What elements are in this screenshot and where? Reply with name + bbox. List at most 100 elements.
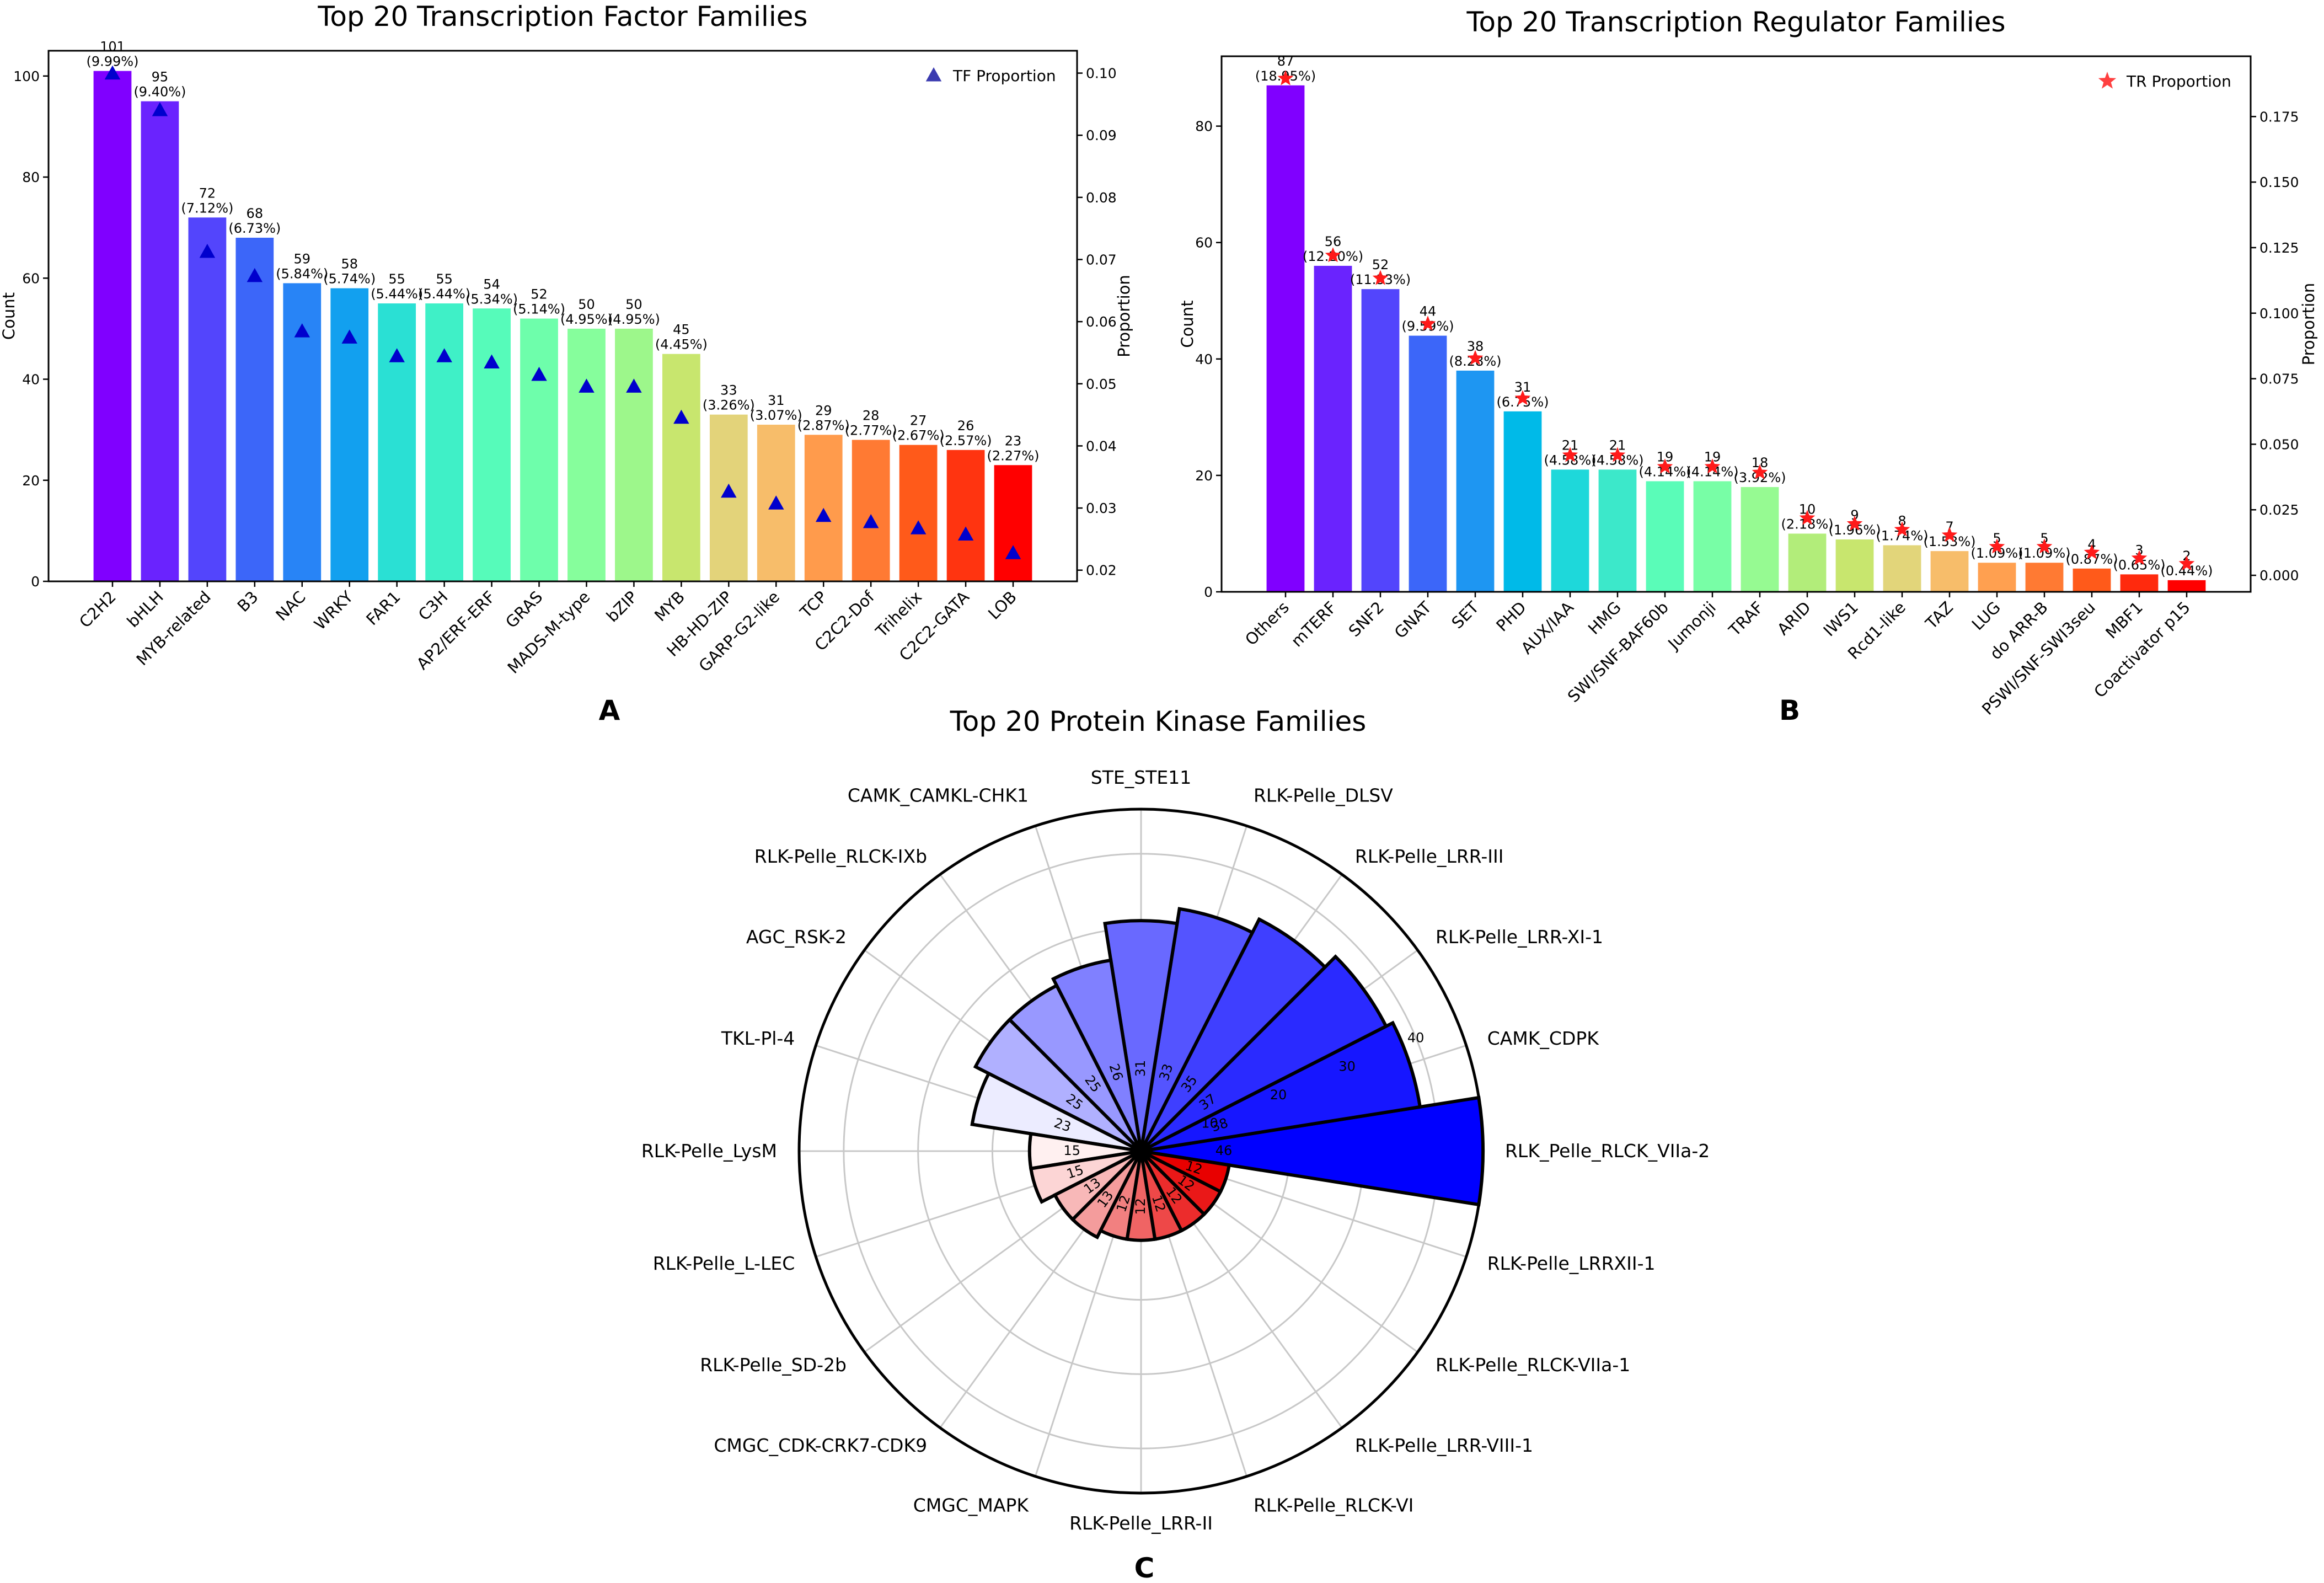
polar-category-label: STE_STE11 — [1091, 767, 1191, 788]
x-tick-label: TAZ — [1921, 598, 1957, 633]
y2-tick-label: 0.06 — [1086, 314, 1117, 330]
polar-category-label: CMGC_MAPK — [913, 1495, 1030, 1516]
proportion-marker — [626, 378, 642, 393]
x-tick-label: LUG — [1968, 598, 2004, 634]
bar-value-label: 9 — [1850, 507, 1859, 523]
bar-value-label: 5 — [2040, 531, 2048, 546]
x-tick-label: MADS-M-type — [504, 587, 594, 677]
bar — [1551, 469, 1589, 592]
bar — [662, 354, 700, 581]
x-tick-label: SET — [1448, 598, 1482, 633]
panel-letter-c: C — [1134, 1552, 1155, 1583]
polar-category-label: RLK-Pelle_LRR-XI-1 — [1436, 926, 1603, 948]
bar-percent-label: (6.73%) — [228, 221, 281, 236]
proportion-marker — [1420, 315, 1436, 331]
bar-percent-label: (5.44%) — [371, 286, 423, 302]
bar — [2073, 568, 2111, 592]
proportion-marker — [1846, 515, 1863, 531]
proportion-marker — [484, 354, 500, 368]
plot-frame — [1220, 55, 2252, 593]
bar-value-label: 50 — [625, 297, 642, 312]
y-tick-label: 60 — [22, 270, 40, 286]
polar-bar — [1139, 954, 1389, 1153]
y2-tick-label: 0.02 — [1086, 563, 1117, 579]
polar-category-label: RLK-Pelle_LRR-VIII-1 — [1355, 1435, 1533, 1456]
x-tick-label: bZIP — [603, 587, 641, 626]
polar-value-label: 46 — [1215, 1143, 1233, 1158]
bar-percent-label: (4.95%) — [608, 312, 660, 327]
polar-category-label: RLK-Pelle_DLSV — [1254, 784, 1393, 806]
radial-tick-label: 20 — [1270, 1087, 1287, 1103]
proportion-marker — [1894, 521, 1910, 537]
proportion-marker — [104, 65, 121, 80]
proportion-marker — [2178, 555, 2195, 571]
bar — [946, 450, 985, 581]
chart-title: Top 20 Protein Kinase Families — [950, 705, 1367, 737]
bar-value-label: 33 — [720, 383, 737, 398]
x-tick-label: GNAT — [1391, 598, 1435, 642]
bar — [1598, 469, 1637, 592]
bar — [1314, 265, 1352, 592]
proportion-marker — [152, 102, 168, 116]
proportion-marker — [579, 378, 595, 393]
polar-category-label: TKL-Pl-4 — [721, 1028, 795, 1049]
legend-marker — [925, 67, 942, 82]
y-tick-label: 40 — [22, 372, 40, 388]
proportion-marker — [1752, 464, 1768, 479]
bar — [1978, 563, 2016, 592]
y-tick-label: 20 — [22, 473, 40, 489]
bar — [1361, 289, 1400, 592]
polar-category-label: RLK_Pelle_RLCK_VIIa-2 — [1505, 1140, 1710, 1162]
y2-axis-label: Proportion — [2299, 283, 2318, 366]
bar — [1741, 487, 1779, 592]
bar-value-label: 95 — [152, 69, 169, 85]
polar-category-label: AGC_RSK-2 — [746, 926, 847, 948]
bar-percent-label: (4.95%) — [560, 312, 613, 327]
bar — [2120, 574, 2159, 592]
polar-outer-circle — [797, 807, 1485, 1495]
x-tick-label: PHD — [1492, 598, 1530, 635]
proportion-marker — [389, 348, 405, 362]
y-axis-label: Count — [1178, 300, 1197, 347]
y2-tick-label: 0.025 — [2259, 502, 2299, 518]
bar-percent-label: (2.67%) — [892, 428, 945, 443]
y2-tick-label: 0.04 — [1086, 438, 1117, 454]
bar-value-label: 7 — [1945, 519, 1953, 534]
x-tick-label: mTERF — [1287, 598, 1340, 651]
bar — [1930, 551, 1969, 592]
bar — [1883, 545, 1921, 592]
polar-category-label: RLK-Pelle_LysM — [641, 1140, 777, 1162]
bar-percent-label: (2.87%) — [797, 418, 850, 433]
y-tick-label: 0 — [31, 574, 40, 590]
proportion-marker — [1325, 247, 1341, 263]
polar-category-label: RLK-Pelle_RLCK-IXb — [754, 846, 927, 867]
y2-tick-label: 0.03 — [1086, 500, 1117, 516]
bar-percent-label: (5.44%) — [418, 286, 470, 302]
bar — [1646, 481, 1684, 592]
polar-bar — [973, 1017, 1143, 1153]
bar — [994, 465, 1032, 581]
x-tick-label: AUX/IAA — [1517, 598, 1577, 658]
bar-value-label: 26 — [957, 418, 974, 434]
panel-b-chart: Top 20 Transcription Regulator Families 8… — [1178, 6, 2318, 719]
bar-value-label: 52 — [531, 287, 548, 302]
bar-percent-label: (2.77%) — [845, 423, 897, 438]
radial-tick-label: 10 — [1201, 1115, 1218, 1131]
y-tick-label: 20 — [1195, 468, 1213, 484]
y2-tick-label: 0.150 — [2259, 174, 2299, 190]
y-tick-label: 80 — [1195, 119, 1213, 135]
polar-category-label: RLK-Pelle_RLCK-VI — [1254, 1495, 1413, 1516]
bar-value-label: 55 — [388, 271, 405, 287]
bar-percent-label: (4.45%) — [655, 337, 708, 352]
y2-tick-label: 0.125 — [2259, 240, 2299, 256]
y2-tick-label: 0.000 — [2259, 568, 2299, 584]
proportion-marker — [1704, 458, 1721, 474]
bar — [473, 308, 511, 581]
polar-category-label: RLK-Pelle_SD-2b — [700, 1354, 847, 1376]
panel-c-chart: Top 20 Protein Kinase Families 10 20 30 40 46… — [641, 705, 1710, 1534]
polar-category-label: RLK-Pelle_L-LEC — [653, 1253, 795, 1274]
bar-value-label: 72 — [199, 185, 216, 201]
chart-title: Top 20 Transcription Factor Families — [317, 1, 807, 33]
bar-value-label: 58 — [341, 256, 358, 272]
proportion-marker — [673, 409, 689, 424]
